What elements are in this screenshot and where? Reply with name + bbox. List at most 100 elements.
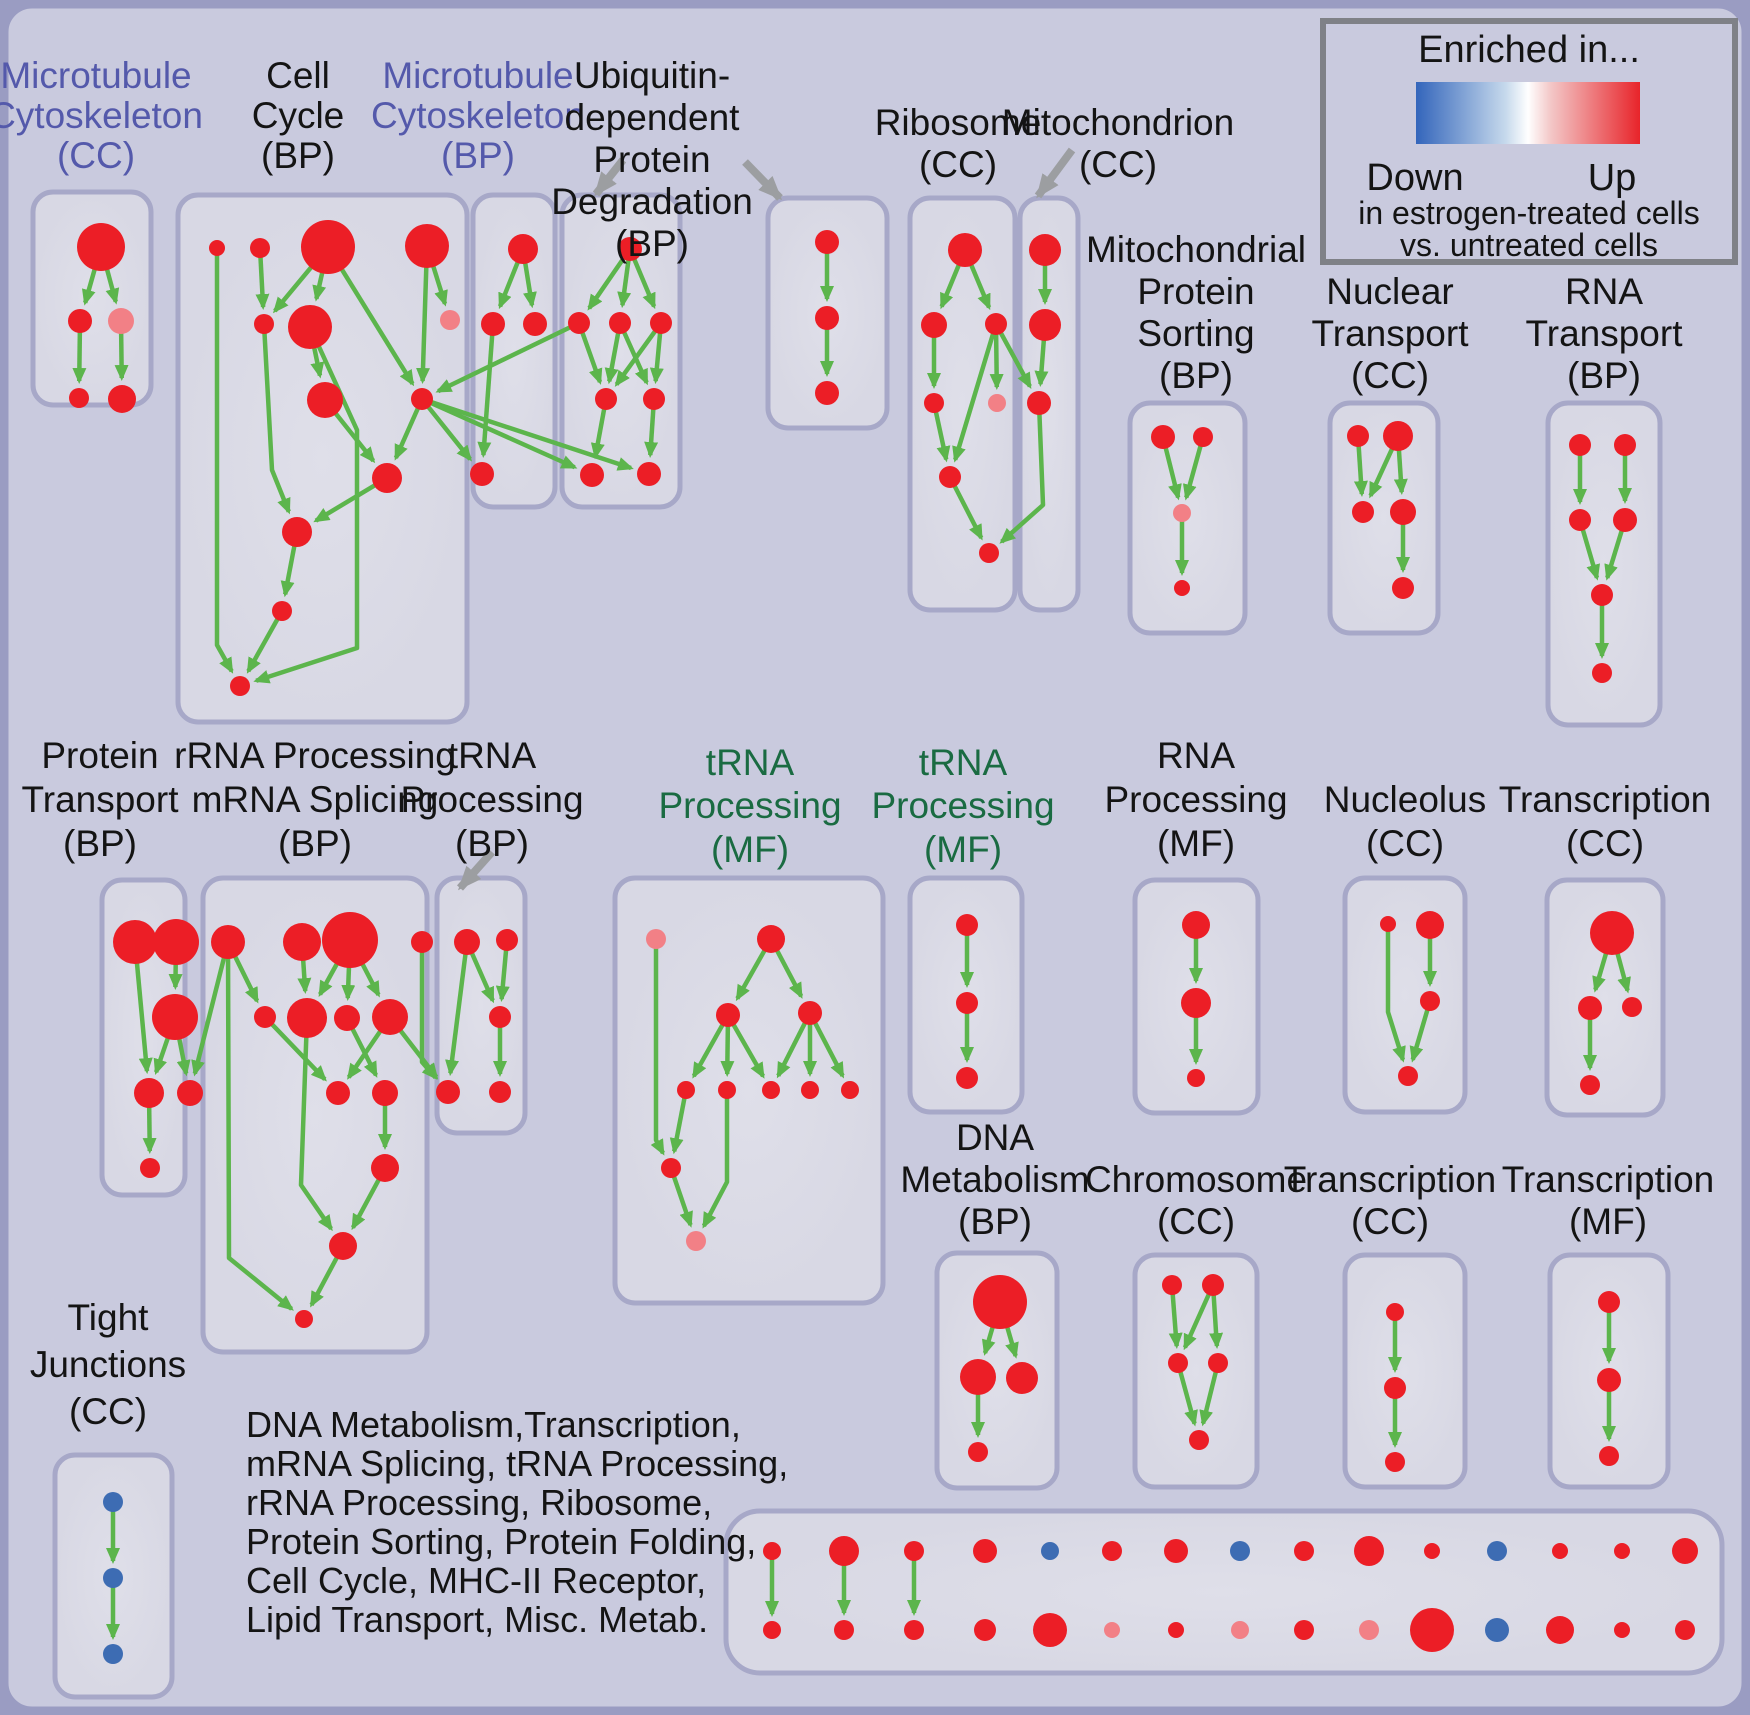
gene-node-transcription-mf-n1 xyxy=(1598,1291,1620,1313)
category-label-line: Transport xyxy=(1526,313,1684,354)
cross-edge-rrna-processing-mrna-splicing-n4-trna-processing-bp-ll xyxy=(419,942,438,1080)
category-label-line: Junctions xyxy=(30,1344,186,1385)
strip-node-top-14 xyxy=(1614,1543,1630,1559)
gene-node-microtubule-cc-e xyxy=(108,385,136,413)
gene-node-cell-cycle-g xyxy=(307,382,343,418)
edge-trna-processing-mf-1-pk1-lo xyxy=(650,939,665,1156)
gene-node-mitochondrion-n3 xyxy=(1027,391,1051,415)
bottom-strip-layer xyxy=(763,1536,1698,1652)
category-label-line: Transcription xyxy=(1284,1159,1496,1200)
strip-node-top-4 xyxy=(973,1539,997,1563)
strip-node-bottom-3 xyxy=(904,1620,924,1640)
gene-node-trna-processing-mf-1-t xyxy=(757,925,785,953)
strip-node-bottom-6 xyxy=(1104,1622,1120,1638)
category-label-line: Transcription xyxy=(1499,779,1711,820)
edge-ribosome-mr-lo xyxy=(952,323,999,463)
gene-node-trna-processing-bp-tl xyxy=(454,929,480,955)
category-label-line: (BP) xyxy=(278,823,352,864)
category-label-line: (BP) xyxy=(455,823,529,864)
category-label-line: (CC) xyxy=(69,1391,147,1432)
edge-mito-protein-sorting-tr-pk xyxy=(1182,436,1206,501)
gene-node-cell-cycle-d xyxy=(405,224,449,268)
gene-node-rna-transport-tr xyxy=(1614,434,1636,456)
gene-node-ubiquitin-degradation-c3 xyxy=(650,312,672,334)
merged-categories-text-block: DNA Metabolism,Transcription,mRNA Splici… xyxy=(246,1404,788,1640)
category-label-line: Ribosome xyxy=(875,102,1042,143)
gene-node-ubiquitin-degradation-2-n1 xyxy=(815,230,839,254)
legend-subtitle-line-1: in estrogen-treated cells xyxy=(1358,195,1700,231)
category-label-line: (CC) xyxy=(1351,355,1429,396)
gene-node-rrna-processing-mrna-splicing-n11 xyxy=(371,1154,399,1182)
gene-node-rna-transport-bt xyxy=(1592,663,1612,683)
cross-edge-rrna-processing-mrna-splicing-n1-protein-transport-lr xyxy=(191,941,231,1077)
edge-rrna-processing-mrna-splicing-n5-n9 xyxy=(263,1015,327,1082)
gene-node-rrna-processing-mrna-splicing-n13 xyxy=(295,1310,313,1328)
gene-node-cell-cycle-b xyxy=(250,238,270,258)
strip-node-bottom-1 xyxy=(763,1621,781,1639)
gene-node-trna-processing-mf-1-ml xyxy=(716,1003,740,1027)
gene-node-protein-transport-ll xyxy=(134,1078,164,1108)
strip-node-top-15 xyxy=(1672,1538,1698,1564)
category-label-line: (CC) xyxy=(1157,1201,1235,1242)
gene-node-cell-cycle-c xyxy=(301,220,355,274)
gene-node-nucleolus-tr xyxy=(1416,911,1444,939)
category-box-chromosome xyxy=(1132,1252,1260,1490)
strip-node-top-5 xyxy=(1041,1542,1059,1560)
edge-rrna-processing-mrna-splicing-n1-n13 xyxy=(225,941,294,1311)
gene-node-mitochondrion-n2 xyxy=(1029,309,1061,341)
text-block-line-1: DNA Metabolism,Transcription, xyxy=(246,1404,741,1445)
category-label-line: Processing xyxy=(1104,779,1287,820)
strip-node-bottom-11 xyxy=(1410,1608,1454,1652)
gene-node-rrna-processing-mrna-splicing-n1 xyxy=(211,925,245,959)
category-label-line: Cycle xyxy=(252,95,345,136)
gene-node-cell-cycle-j xyxy=(372,463,402,493)
gene-node-microtubule-bp-mr xyxy=(523,312,547,336)
strip-node-top-1 xyxy=(763,1542,781,1560)
gene-node-cell-cycle-m xyxy=(230,676,250,696)
gene-node-nuclear-transport-tr xyxy=(1383,421,1413,451)
gene-node-dna-metabolism-mr xyxy=(1006,1362,1038,1394)
gene-node-transcription-cc-2-n2 xyxy=(1384,1377,1406,1399)
category-box-dna-metabolism xyxy=(934,1250,1060,1491)
edge-chromosome-ml-bt xyxy=(1175,1362,1198,1427)
gene-node-ribosome-ll xyxy=(924,393,944,413)
gene-node-ubiquitin-degradation-2-n3 xyxy=(815,381,839,405)
gene-node-trna-processing-mf-1-mr xyxy=(798,1001,822,1025)
gene-node-ribosome-mr xyxy=(985,313,1007,335)
gene-node-cell-cycle-e xyxy=(254,314,274,334)
cross-edge-cell-cycle-h-ubiquitin-degradation-br xyxy=(421,396,634,471)
gene-node-protein-transport-bt xyxy=(140,1158,160,1178)
category-label-line: (CC) xyxy=(1351,1201,1429,1242)
gene-node-trna-processing-mf-1-r5 xyxy=(841,1081,859,1099)
gene-node-nuclear-transport-mr xyxy=(1390,499,1416,525)
category-box-bottom-strip xyxy=(723,1508,1725,1676)
label-pointer-arrow-3 xyxy=(1034,147,1076,199)
gene-node-ubiquitin-degradation-c2 xyxy=(609,312,631,334)
category-label-line: (BP) xyxy=(958,1201,1032,1242)
gene-node-transcription-cc-1-mr xyxy=(1622,997,1642,1017)
gene-node-cell-cycle-k xyxy=(282,517,312,547)
gene-node-rrna-processing-mrna-splicing-n6 xyxy=(287,998,327,1038)
category-label-tight-junctions: Tight Junctions (CC) xyxy=(30,1297,186,1432)
cross-edge-mitochondrion-n3-ribosome-bt xyxy=(999,402,1046,544)
strip-node-bottom-5 xyxy=(1033,1613,1067,1647)
category-label-line: Nuclear xyxy=(1326,271,1454,312)
gene-node-mitochondrion-n1 xyxy=(1029,234,1061,266)
gene-node-chromosome-tl xyxy=(1162,1275,1182,1295)
category-label-line: Ubiquitin- xyxy=(574,55,730,96)
gene-node-cell-cycle-i xyxy=(440,310,460,330)
text-block-line-6: Lipid Transport, Misc. Metab. xyxy=(246,1599,708,1640)
edge-cell-cycle-e-k xyxy=(261,323,291,515)
strip-node-top-3 xyxy=(904,1541,924,1561)
gene-node-cell-cycle-f xyxy=(288,305,332,349)
category-label-line: (CC) xyxy=(1079,144,1157,185)
edge-trna-processing-mf-1-r1-lo xyxy=(669,1089,689,1155)
